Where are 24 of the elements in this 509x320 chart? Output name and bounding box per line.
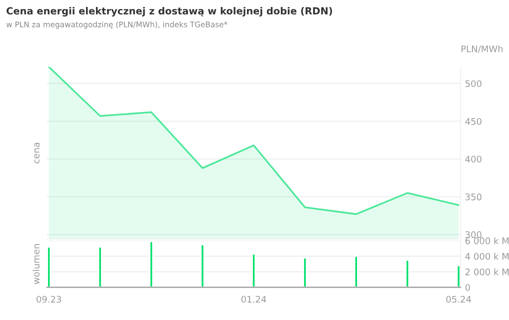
x-tick-label: 09.23 bbox=[36, 296, 62, 303]
bar bbox=[200, 244, 205, 288]
y-tick-label: 4 000 k M bbox=[465, 252, 509, 260]
bar bbox=[354, 256, 358, 288]
y-tick-label: 6 000 k M bbox=[465, 237, 509, 244]
chart-title: Cena energii elektrycznej z dostawą w kolejnej dobie (RDN) bbox=[6, 7, 332, 16]
y-tick-label: 400 bbox=[465, 156, 482, 163]
bar bbox=[302, 257, 308, 288]
bar bbox=[46, 246, 52, 288]
y-tick-label: 300 bbox=[466, 231, 482, 238]
x-tick-label: 05.24 bbox=[446, 296, 472, 303]
y-tick-label: 2 000 k M bbox=[465, 268, 509, 276]
bar bbox=[98, 246, 102, 288]
y-tick-label: 450 bbox=[465, 118, 482, 125]
text: PLN/MWh bbox=[462, 45, 503, 53]
x-tick-label: 01.24 bbox=[241, 296, 266, 303]
bar bbox=[405, 259, 410, 288]
y-tick-label: 0 bbox=[465, 284, 470, 291]
bar bbox=[252, 253, 256, 288]
y-axis-title: wolumen bbox=[32, 244, 40, 284]
bar bbox=[149, 240, 154, 288]
y-tick-label: 350 bbox=[466, 193, 482, 200]
y-tick-label: 500 bbox=[466, 80, 482, 88]
y-axis-title: cena bbox=[34, 142, 40, 164]
